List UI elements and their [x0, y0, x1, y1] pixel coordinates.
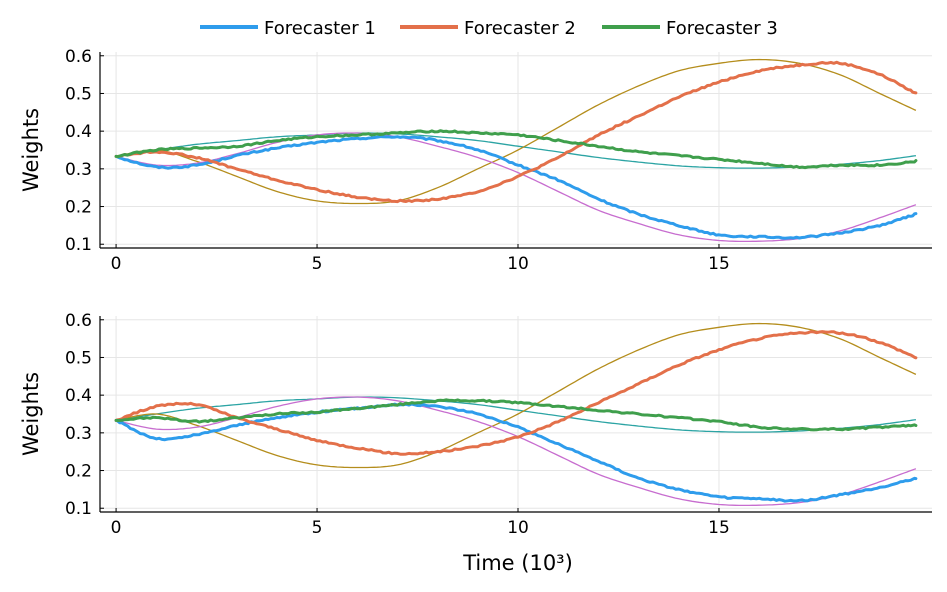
x-tick-label-2: 10	[507, 518, 529, 538]
y-tick-label-3: 0.4	[65, 386, 92, 406]
y-tick-label-1: 0.2	[65, 198, 92, 218]
x-tick-label-0: 0	[111, 254, 122, 274]
y-tick-label-2: 0.3	[65, 424, 92, 444]
x-tick-label-3: 15	[708, 518, 730, 538]
y-tick-label-3: 0.4	[65, 122, 92, 142]
x-tick-label-3: 15	[708, 254, 730, 274]
y-tick-label-5: 0.6	[65, 311, 92, 331]
legend: Forecaster 1 Forecaster 2 Forecaster 3	[200, 18, 778, 39]
x-tick-label-0: 0	[111, 518, 122, 538]
series-line-forecaster-1	[114, 135, 918, 240]
reference-curve-1	[115, 396, 916, 433]
x-tick-label-2: 10	[507, 254, 529, 274]
y-tick-label-4: 0.5	[65, 348, 92, 368]
panel-top: 0 5 10 15 0.1 0.2 0.3 0.4 0.5 0.6 Weights	[19, 47, 932, 274]
reference-curve-2	[115, 58, 917, 205]
y-tick-label-0: 0.1	[65, 499, 92, 519]
x-tick-label-1: 5	[312, 254, 323, 274]
legend-label-2: Forecaster 2	[464, 18, 576, 39]
x-axis-title: Time (10³)	[462, 551, 573, 575]
panel-bottom: 0 5 10 15 0.1 0.2 0.3 0.4 0.5 0.6 Weights Time (10³…	[19, 311, 932, 575]
y-axis-title: Weights	[19, 108, 43, 192]
legend-label-3: Forecaster 3	[666, 18, 778, 39]
reference-curve-3	[115, 396, 917, 507]
y-axis-title: Weights	[19, 372, 43, 456]
series-line-forecaster-2	[114, 60, 918, 204]
reference-curve-2	[115, 322, 917, 469]
y-tick-label-0: 0.1	[65, 235, 92, 255]
series-line-forecaster-2	[114, 330, 918, 456]
y-tick-label-4: 0.5	[65, 84, 92, 104]
legend-label-1: Forecaster 1	[264, 18, 376, 39]
y-tick-label-1: 0.2	[65, 462, 92, 482]
series-line-forecaster-3	[114, 129, 918, 170]
reference-curve-3	[115, 132, 917, 243]
y-tick-label-5: 0.6	[65, 47, 92, 67]
x-tick-label-1: 5	[312, 518, 323, 538]
series-line-forecaster-3	[114, 398, 918, 432]
y-tick-label-2: 0.3	[65, 160, 92, 180]
